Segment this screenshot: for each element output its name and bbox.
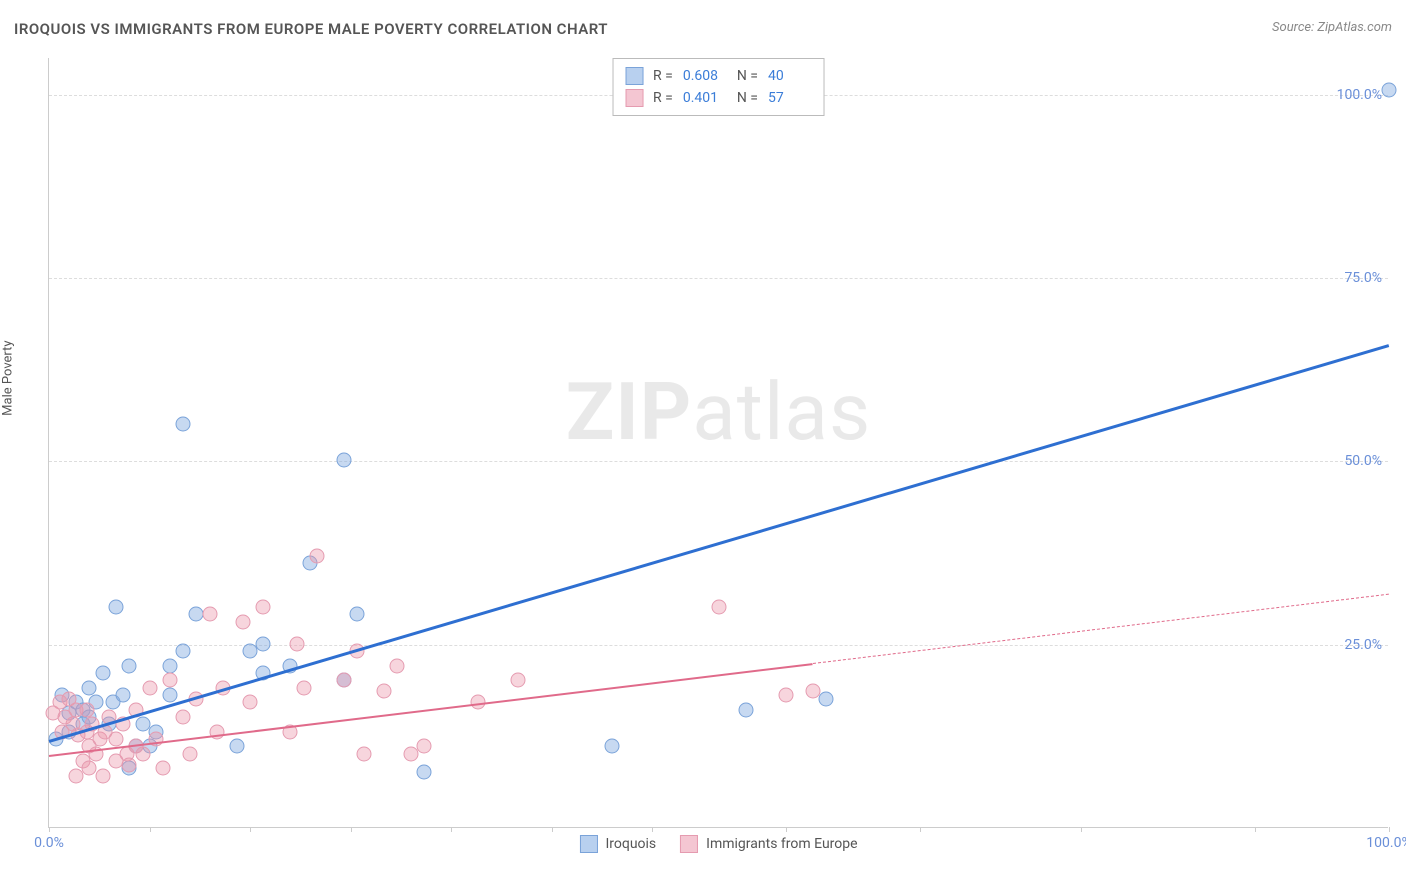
x-tick-mark xyxy=(920,827,921,832)
x-tick-mark xyxy=(351,827,352,832)
scatter-point xyxy=(95,666,110,681)
scatter-point xyxy=(243,695,258,710)
n-label: N = xyxy=(737,68,758,84)
scatter-point xyxy=(1382,83,1397,98)
scatter-point xyxy=(109,732,124,747)
scatter-point xyxy=(176,416,191,431)
scatter-point xyxy=(155,761,170,776)
x-tick-label: 100.0% xyxy=(1366,835,1406,851)
x-tick-mark xyxy=(250,827,251,832)
gridline xyxy=(49,278,1388,279)
scatter-point xyxy=(738,702,753,717)
x-tick-mark xyxy=(786,827,787,832)
legend-item: Immigrants from Europe xyxy=(680,835,857,853)
scatter-point xyxy=(296,680,311,695)
scatter-point xyxy=(417,765,432,780)
scatter-point xyxy=(142,680,157,695)
n-label: N = xyxy=(737,90,758,106)
scatter-point xyxy=(289,636,304,651)
legend-swatch xyxy=(625,67,643,85)
scatter-point xyxy=(336,673,351,688)
watermark: ZIPatlas xyxy=(566,365,871,459)
scatter-point xyxy=(356,746,371,761)
r-label: R = xyxy=(653,68,673,84)
n-value: 40 xyxy=(768,68,812,84)
x-tick-label: 0.0% xyxy=(34,835,64,851)
scatter-point xyxy=(79,702,94,717)
x-tick-mark xyxy=(150,827,151,832)
scatter-point xyxy=(115,688,130,703)
legend-swatch xyxy=(625,89,643,107)
x-tick-mark xyxy=(652,827,653,832)
y-tick-label: 75.0% xyxy=(1344,270,1382,286)
y-tick-label: 25.0% xyxy=(1344,637,1382,653)
source-attribution: Source: ZipAtlas.com xyxy=(1272,20,1392,35)
scatter-point xyxy=(122,658,137,673)
scatter-point xyxy=(805,684,820,699)
r-label: R = xyxy=(653,90,673,106)
scatter-point xyxy=(377,684,392,699)
x-tick-mark xyxy=(1389,827,1390,832)
scatter-point xyxy=(122,757,137,772)
r-value: 0.608 xyxy=(683,68,727,84)
scatter-point xyxy=(182,746,197,761)
scatter-point xyxy=(417,739,432,754)
scatter-point xyxy=(162,688,177,703)
scatter-point xyxy=(95,768,110,783)
x-tick-mark xyxy=(49,827,50,832)
scatter-point xyxy=(511,673,526,688)
gridline xyxy=(49,461,1388,462)
scatter-point xyxy=(819,691,834,706)
plot-area: ZIPatlas 25.0%50.0%75.0%100.0%0.0%100.0%… xyxy=(48,58,1388,828)
legend-swatch xyxy=(579,835,597,853)
legend-swatch xyxy=(680,835,698,853)
scatter-point xyxy=(350,607,365,622)
trend-line xyxy=(49,344,1390,742)
x-tick-mark xyxy=(451,827,452,832)
scatter-point xyxy=(162,673,177,688)
scatter-point xyxy=(256,600,271,615)
y-tick-label: 100.0% xyxy=(1337,87,1382,103)
trend-line-dashed xyxy=(813,593,1389,663)
x-tick-mark xyxy=(1255,827,1256,832)
y-tick-label: 50.0% xyxy=(1344,453,1382,469)
correlation-legend: R = 0.608 N = 40 R = 0.401 N = 57 xyxy=(612,58,825,116)
legend-row: R = 0.401 N = 57 xyxy=(625,87,812,109)
scatter-point xyxy=(310,548,325,563)
scatter-point xyxy=(229,739,244,754)
scatter-point xyxy=(176,710,191,725)
legend-label: Iroquois xyxy=(605,836,656,852)
scatter-point xyxy=(712,600,727,615)
x-tick-mark xyxy=(1081,827,1082,832)
scatter-point xyxy=(109,600,124,615)
chart-title: IROQUOIS VS IMMIGRANTS FROM EUROPE MALE … xyxy=(14,20,608,38)
scatter-point xyxy=(202,607,217,622)
legend-label: Immigrants from Europe xyxy=(706,836,857,852)
scatter-point xyxy=(135,746,150,761)
scatter-point xyxy=(779,688,794,703)
legend-item: Iroquois xyxy=(579,835,656,853)
x-tick-mark xyxy=(552,827,553,832)
series-legend: Iroquois Immigrants from Europe xyxy=(579,835,857,853)
scatter-point xyxy=(336,453,351,468)
scatter-point xyxy=(604,739,619,754)
scatter-point xyxy=(162,658,177,673)
legend-row: R = 0.608 N = 40 xyxy=(625,65,812,87)
scatter-point xyxy=(256,636,271,651)
scatter-point xyxy=(236,614,251,629)
scatter-point xyxy=(82,680,97,695)
scatter-point xyxy=(176,644,191,659)
scatter-point xyxy=(390,658,405,673)
n-value: 57 xyxy=(768,90,812,106)
y-axis-label: Male Poverty xyxy=(1,340,16,415)
r-value: 0.401 xyxy=(683,90,727,106)
